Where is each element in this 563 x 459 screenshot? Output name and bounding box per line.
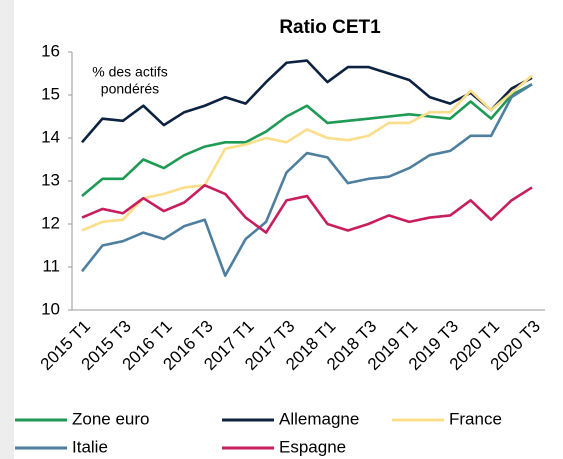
- legend-label: Espagne: [279, 437, 346, 456]
- y-tick-label: 10: [41, 299, 60, 318]
- series-line: [81, 59, 533, 144]
- chart-title: Ratio CET1: [279, 17, 381, 38]
- y-tick-label: 15: [41, 84, 60, 103]
- y-tick-label: 16: [41, 41, 60, 60]
- panel: [14, 0, 563, 459]
- series-line: [81, 74, 533, 232]
- y-tick-label: 11: [42, 256, 60, 275]
- y-tick-label: 14: [41, 127, 60, 146]
- series-line: [80, 83, 533, 277]
- series-line: [81, 184, 533, 234]
- y-tick-label: 13: [41, 170, 60, 189]
- legend-label: Zone euro: [72, 409, 150, 428]
- annotation: % des actifs: [92, 64, 167, 80]
- legend-label: France: [449, 409, 502, 428]
- legend-label: Italie: [72, 437, 108, 456]
- legend-label: Allemagne: [279, 409, 359, 428]
- annotation: pondérés: [101, 81, 159, 97]
- series-line: [81, 83, 533, 198]
- y-tick-label: 12: [41, 213, 60, 232]
